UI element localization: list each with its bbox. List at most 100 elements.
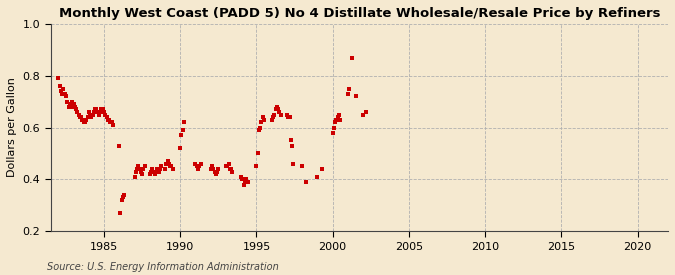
Point (84, 112, 95, 117)
Point (65, 104, 76, 109)
Point (288, 162, 299, 166)
Point (175, 146, 186, 150)
Point (211, 172, 221, 176)
Point (213, 167, 223, 171)
Point (300, 180, 311, 184)
Point (209, 169, 220, 174)
Point (139, 164, 150, 169)
Point (330, 120, 341, 125)
Point (53, 76, 63, 81)
Point (221, 164, 232, 169)
Point (107, 123, 118, 127)
Point (95, 110, 105, 114)
Point (100, 112, 111, 117)
Point (271, 104, 282, 109)
Point (274, 110, 285, 114)
Point (159, 167, 170, 171)
Point (99, 110, 109, 114)
Point (329, 125, 340, 130)
Point (207, 164, 217, 169)
Point (205, 167, 216, 171)
Point (191, 164, 202, 169)
Point (81, 117, 92, 122)
Point (284, 115, 295, 119)
Point (64, 102, 75, 106)
Point (156, 164, 167, 169)
Point (312, 175, 323, 179)
Point (192, 167, 203, 171)
Point (190, 162, 201, 166)
Point (138, 167, 148, 171)
Point (259, 117, 269, 122)
Point (273, 107, 284, 112)
Point (194, 164, 205, 169)
Point (252, 151, 263, 156)
Point (146, 169, 157, 174)
Point (129, 175, 140, 179)
Point (270, 107, 281, 112)
Point (176, 133, 187, 138)
Point (251, 164, 262, 169)
Point (155, 167, 165, 171)
Point (117, 195, 128, 200)
Point (55, 89, 66, 94)
Point (208, 167, 219, 171)
Point (101, 115, 112, 119)
Point (114, 144, 125, 148)
Point (87, 112, 98, 117)
Point (195, 162, 206, 166)
Point (119, 193, 130, 197)
Point (332, 115, 343, 119)
Point (96, 107, 107, 112)
Point (342, 92, 353, 96)
Point (242, 180, 253, 184)
Point (115, 211, 126, 215)
Point (317, 167, 328, 171)
Point (212, 169, 223, 174)
Point (59, 92, 70, 96)
Point (255, 125, 266, 130)
Point (287, 144, 298, 148)
Point (153, 169, 164, 174)
Point (223, 162, 234, 166)
Point (178, 128, 188, 132)
Point (227, 169, 238, 174)
Point (152, 167, 163, 171)
Point (117, 198, 128, 202)
Point (225, 167, 236, 171)
Point (224, 167, 235, 171)
Point (331, 117, 342, 122)
Point (236, 175, 246, 179)
Point (58, 86, 69, 91)
Point (61, 94, 72, 99)
Point (94, 112, 105, 117)
Point (92, 110, 103, 114)
Point (54, 84, 65, 88)
Point (73, 112, 84, 117)
Point (77, 117, 88, 122)
Point (269, 112, 279, 117)
Point (72, 110, 83, 114)
Point (136, 169, 146, 174)
Point (148, 169, 159, 174)
Point (149, 172, 160, 176)
Point (63, 104, 74, 109)
Point (281, 112, 292, 117)
Point (57, 92, 68, 96)
Point (80, 120, 90, 125)
Point (222, 164, 233, 169)
Point (104, 117, 115, 122)
Point (147, 167, 158, 171)
Point (82, 115, 93, 119)
Point (237, 177, 248, 182)
Point (86, 115, 97, 119)
Point (78, 120, 89, 125)
Point (76, 115, 86, 119)
Point (254, 128, 265, 132)
Point (91, 107, 102, 112)
Point (256, 120, 267, 125)
Point (105, 120, 116, 125)
Point (283, 115, 294, 119)
Point (275, 112, 286, 117)
Point (346, 55, 357, 60)
